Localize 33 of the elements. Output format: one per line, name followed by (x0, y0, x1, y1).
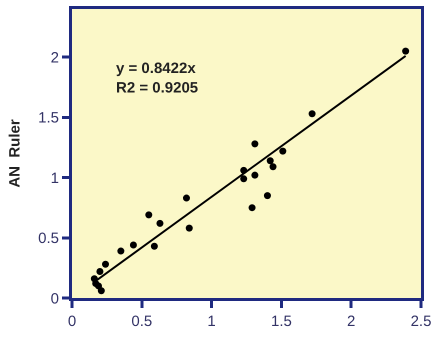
point (102, 260, 109, 268)
point (279, 148, 286, 155)
x-tick-label: 0.5 (131, 313, 152, 330)
point (251, 140, 258, 148)
point (186, 224, 193, 232)
point (308, 110, 316, 118)
y-axis-title: AN Ruler (6, 119, 24, 188)
y-tick-label: 2 (50, 49, 59, 66)
y-tick-label: 1.5 (38, 110, 59, 127)
x-tick-label: 1.5 (270, 313, 292, 330)
point (248, 204, 256, 212)
annotation: y = 0.8422x R2 = 0.9205 (116, 60, 198, 96)
y-tick-label: 0 (50, 290, 59, 308)
x-tick-label: 2.5 (410, 313, 432, 330)
point (117, 248, 124, 255)
point (156, 220, 164, 227)
point (96, 268, 104, 276)
point (182, 194, 190, 202)
point (402, 48, 410, 55)
y-tick-label: 0.5 (38, 230, 59, 248)
x-tick-label: 2 (347, 313, 356, 330)
point (264, 192, 271, 200)
y-tick-label: 1 (50, 170, 59, 187)
point (270, 163, 277, 170)
point (251, 172, 258, 179)
point (240, 175, 248, 182)
point (98, 287, 105, 294)
point (145, 211, 152, 218)
x-tick-label: 1 (207, 313, 216, 330)
point (130, 242, 137, 249)
point (266, 157, 274, 164)
point (150, 242, 158, 250)
x-tick-label: 0 (68, 313, 76, 330)
